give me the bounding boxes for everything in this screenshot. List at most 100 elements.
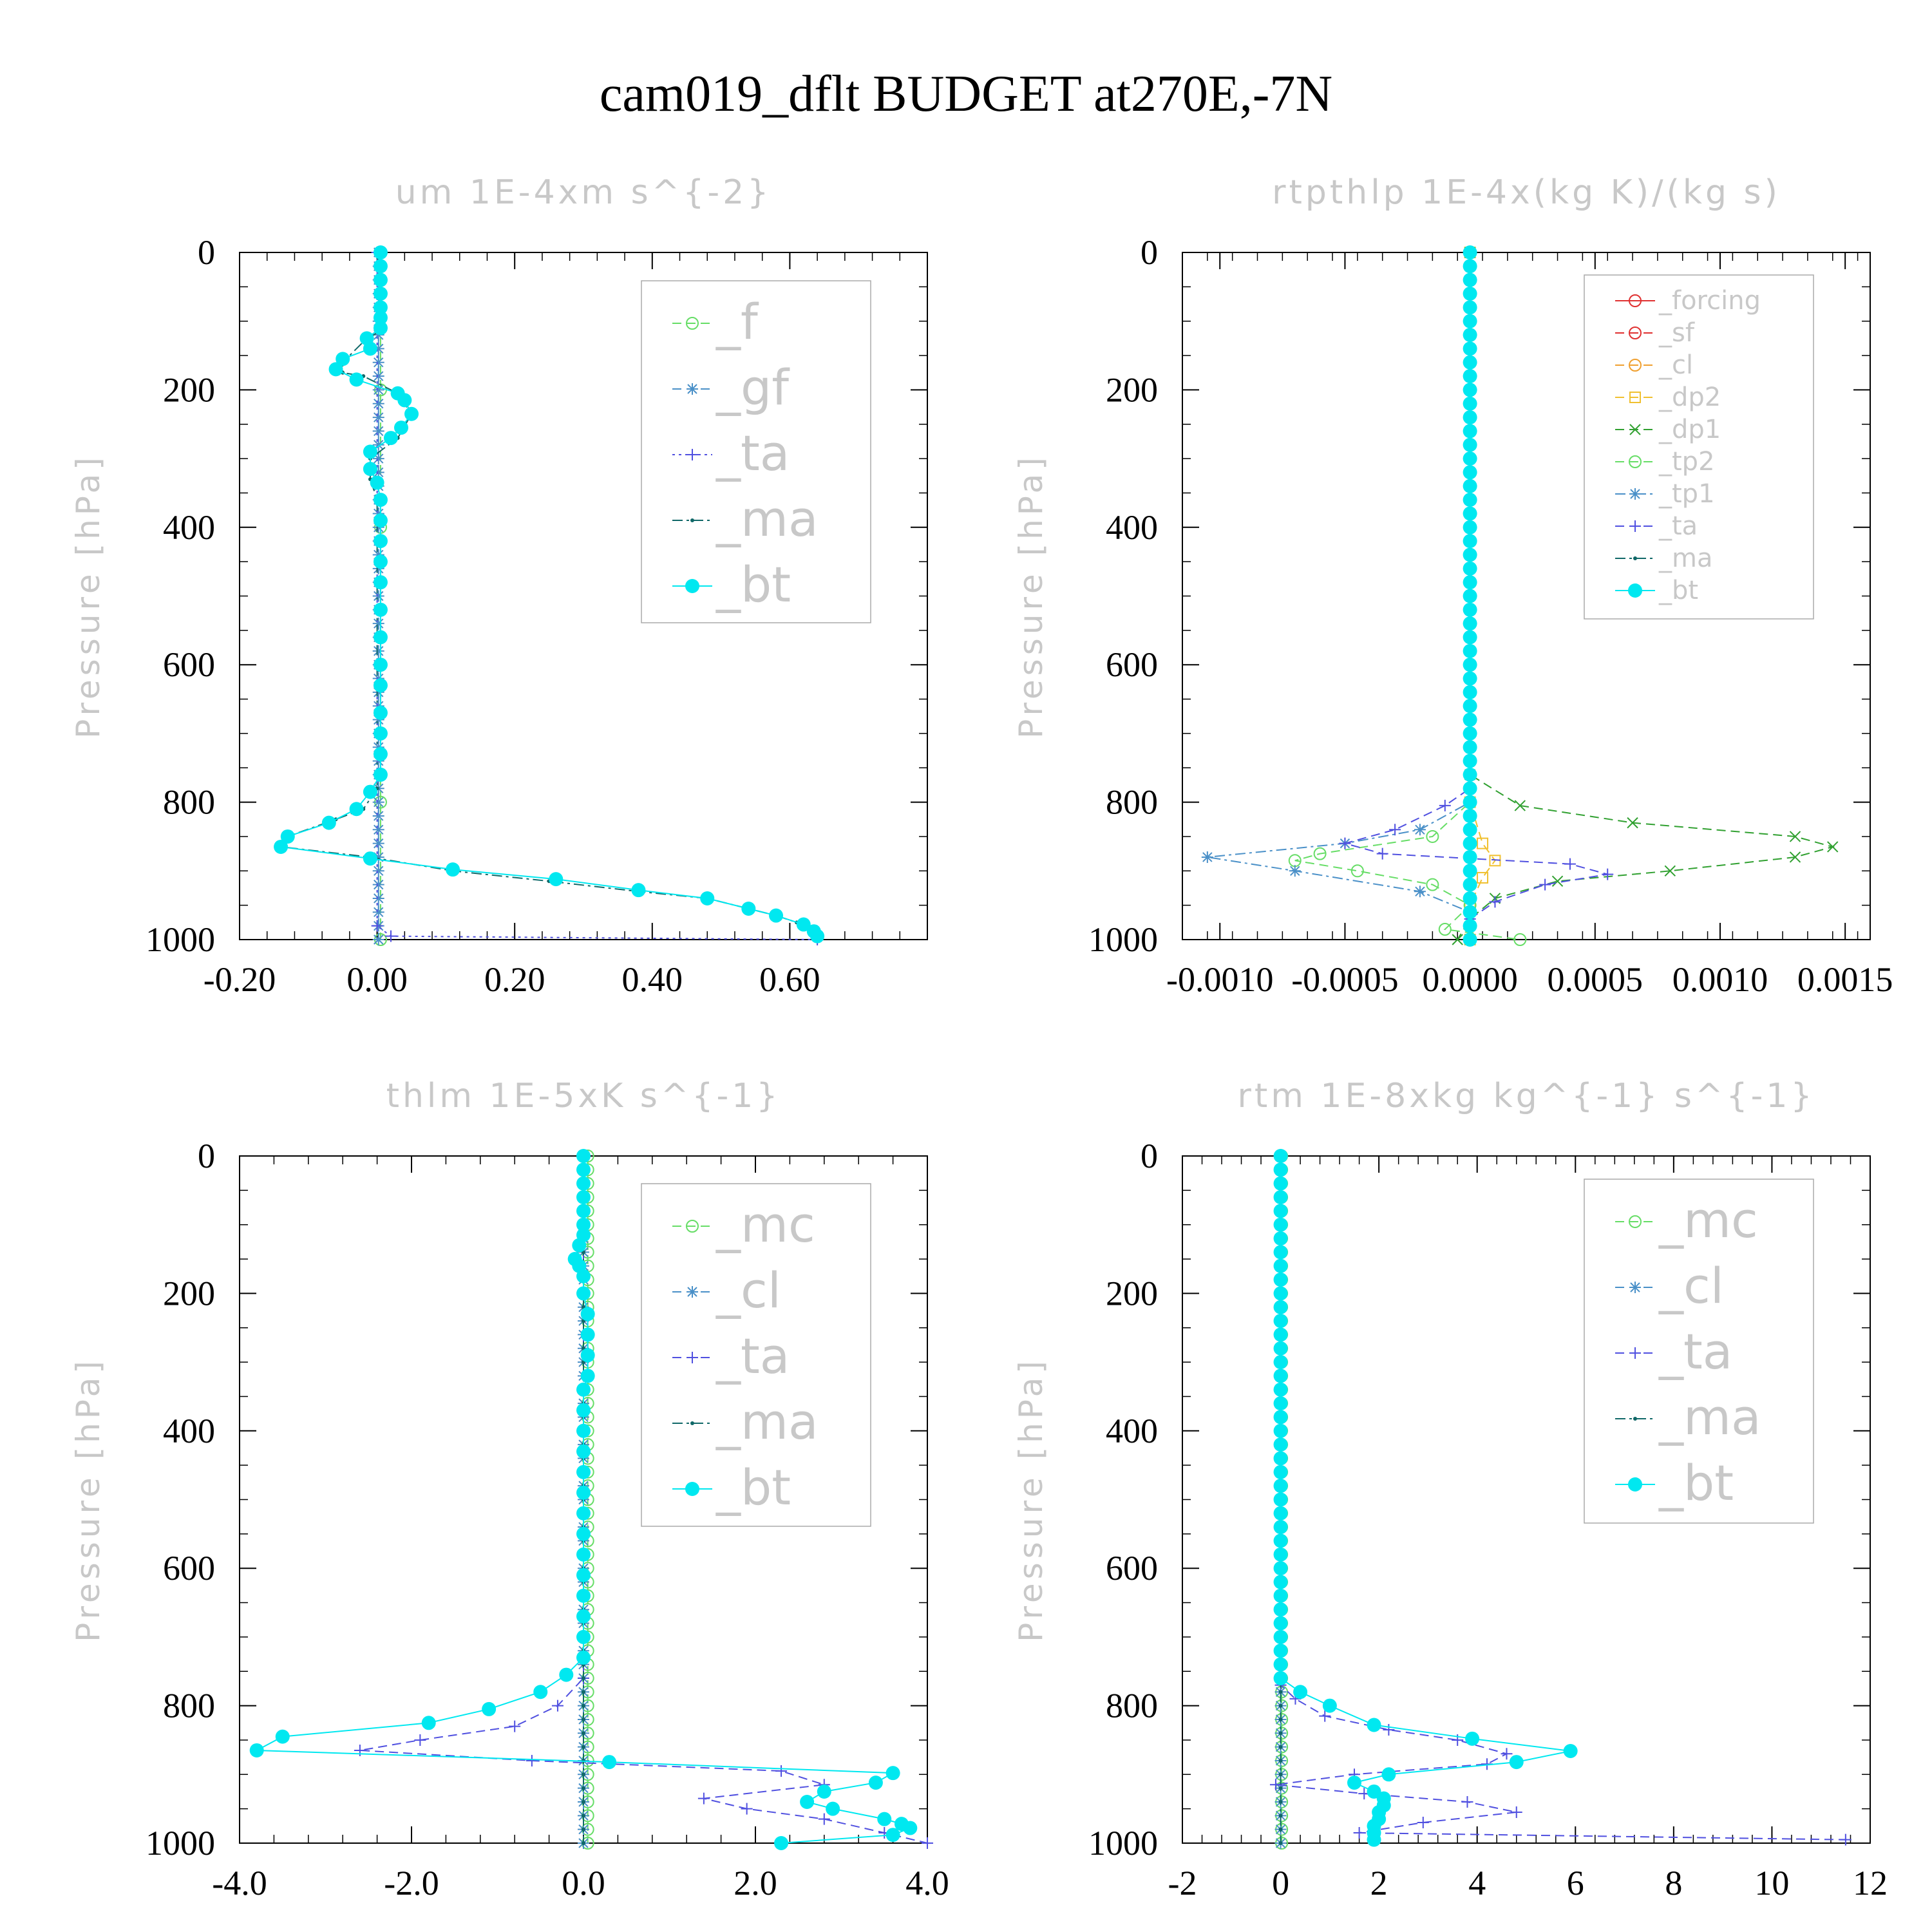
data-point-marker [1839,1833,1852,1846]
legend-entry: _cl [672,1262,781,1319]
data-point-marker [817,1784,831,1799]
data-point-marker [1463,328,1477,343]
data-point-marker [1463,877,1477,892]
data-point-marker [580,1327,595,1342]
data-point-marker [1463,712,1477,727]
data-point-marker [582,1690,585,1694]
data-point-marker [1463,849,1477,864]
data-point-marker [373,310,388,325]
data-point-marker [1273,1396,1288,1411]
legend-entry: _ta [672,1327,790,1385]
data-point-marker [886,1766,900,1781]
data-point-marker [372,618,384,630]
data-point-marker [1463,891,1477,905]
data-point-marker [373,575,388,590]
data-point-marker [700,891,715,905]
legend-marker [1628,583,1642,598]
data-point-marker [576,1629,591,1644]
y-tick-label: 600 [163,1549,215,1587]
series-line [1294,252,1520,940]
legend-entry: _mc [1615,1191,1758,1249]
legend-marker [1629,520,1641,532]
legend-marker [1629,455,1642,468]
data-point-marker [1278,1690,1283,1694]
data-point-marker [1273,1602,1288,1617]
data-point-marker [1463,671,1477,686]
data-point-marker [886,1828,900,1842]
data-point-marker [372,384,384,396]
data-point-marker [373,767,388,782]
legend-marker [685,579,699,593]
legend-entry: _tp2 [1615,447,1715,477]
panels: um 1E-4xm s^{-2}Pressure [hPa]0200400600… [70,173,1893,1902]
data-point-marker [1463,836,1477,851]
data-point-marker [1513,933,1527,946]
data-point-marker [576,1485,591,1500]
data-point-marker [1438,922,1452,936]
x-tick-label: 0.00 [346,960,408,999]
data-point-marker [1278,1786,1283,1790]
legend-marker [690,1421,694,1425]
legend-label: _bt [1658,1454,1734,1511]
data-point-marker [576,1506,591,1520]
y-tick-label: 800 [163,1687,215,1725]
data-point-marker [1426,829,1439,843]
legend-label: _cl [715,1262,781,1319]
x-tick-label: 0.60 [759,960,820,999]
data-point-marker [275,1729,290,1744]
data-point-marker [372,810,384,822]
legend: _f _gf _ta _ma _bt [641,280,871,623]
x-tick-label: 12 [1853,1864,1888,1902]
panel-title: um 1E-4xm s^{-2} [395,173,772,212]
data-point-marker [1273,1273,1288,1287]
legend-label: _ma [1658,544,1712,573]
y-tick-label: 400 [1106,1412,1158,1450]
data-point-marker [1539,878,1551,891]
data-point-marker [373,287,388,301]
legend-entry: _dp1 [1615,415,1721,444]
x-tick-label: -0.20 [204,960,276,999]
data-point-marker [372,892,384,904]
legend-marker [1629,359,1642,372]
data-point-marker [372,425,384,437]
y-tick-label: 400 [163,508,215,547]
data-point-marker [826,1801,840,1816]
legend-marker [1629,392,1641,403]
data-point-marker [1273,1657,1288,1672]
data-point-marker [551,1700,564,1712]
data-point-marker [1463,534,1477,549]
legend-marker [687,383,698,395]
data-point-marker [1273,1464,1288,1479]
legend-marker [1629,1347,1641,1359]
data-point-marker [582,1703,585,1708]
data-point-marker [1273,1410,1288,1425]
y-tick-label: 800 [1106,1687,1158,1725]
data-point-marker [1273,1204,1288,1218]
legend-label: _f [715,293,759,350]
legend-marker [687,1286,698,1298]
data-point-marker [1463,341,1477,356]
legend-marker [1629,1215,1642,1228]
data-point-marker [372,865,384,877]
data-point-marker [1463,726,1477,741]
data-point-marker [1551,875,1564,887]
data-point-marker [1463,630,1477,645]
legend: _forcing_sf_cl _dp2 _dp1 _tp2_tp1_ta _ma _bt [1584,274,1814,620]
y-axis-label: Pressure [hPa] [70,453,107,739]
legend: _mc _cl _ta _ma _bt [1584,1179,1814,1524]
data-point-marker [868,1776,883,1790]
series-bt [1273,1149,1578,1847]
legend-label: _ta [715,1327,790,1385]
data-point-marker [1278,1841,1283,1845]
data-point-marker [1463,287,1477,301]
data-point-marker [363,784,377,799]
legend-label: _ma [715,490,819,547]
chart-panel-1: um 1E-4xm s^{-2} Pressure [hPa] 0 200 400 600… [70,173,928,999]
data-point-marker [576,1526,591,1541]
data-point-marker [482,1701,497,1716]
series-bt [1463,245,1477,947]
data-point-marker [363,341,377,356]
legend-entry: _ta [1615,511,1698,541]
data-point-marker [774,1836,789,1850]
data-point-marker [576,1162,591,1177]
